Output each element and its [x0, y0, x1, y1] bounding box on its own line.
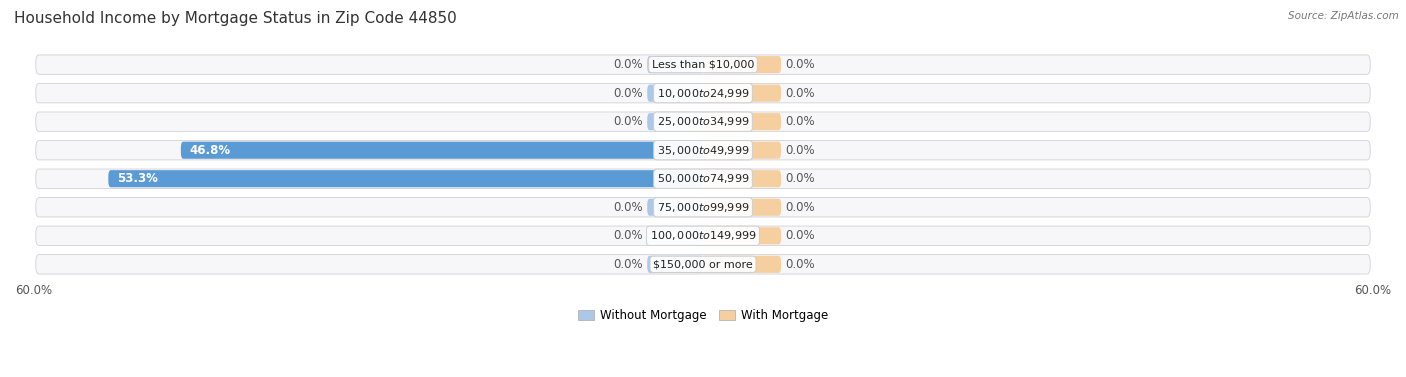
FancyBboxPatch shape	[647, 256, 703, 273]
Text: 0.0%: 0.0%	[786, 229, 815, 242]
FancyBboxPatch shape	[703, 56, 782, 73]
Text: 0.0%: 0.0%	[786, 144, 815, 157]
FancyBboxPatch shape	[35, 226, 1371, 245]
FancyBboxPatch shape	[108, 170, 703, 187]
Text: 0.0%: 0.0%	[613, 115, 643, 128]
Text: 0.0%: 0.0%	[786, 58, 815, 71]
FancyBboxPatch shape	[703, 170, 782, 187]
FancyBboxPatch shape	[35, 83, 1371, 103]
FancyBboxPatch shape	[35, 198, 1371, 217]
Text: 0.0%: 0.0%	[786, 115, 815, 128]
Text: $75,000 to $99,999: $75,000 to $99,999	[657, 201, 749, 214]
Text: $25,000 to $34,999: $25,000 to $34,999	[657, 115, 749, 128]
Text: 0.0%: 0.0%	[613, 201, 643, 214]
Text: $35,000 to $49,999: $35,000 to $49,999	[657, 144, 749, 157]
Text: 0.0%: 0.0%	[613, 229, 643, 242]
FancyBboxPatch shape	[703, 113, 782, 130]
FancyBboxPatch shape	[35, 55, 1371, 74]
Text: 0.0%: 0.0%	[613, 87, 643, 100]
Text: 0.0%: 0.0%	[613, 58, 643, 71]
Text: Less than $10,000: Less than $10,000	[652, 60, 754, 70]
FancyBboxPatch shape	[703, 227, 782, 244]
Text: 0.0%: 0.0%	[786, 258, 815, 271]
FancyBboxPatch shape	[35, 112, 1371, 131]
FancyBboxPatch shape	[703, 84, 782, 102]
Text: $150,000 or more: $150,000 or more	[654, 259, 752, 269]
FancyBboxPatch shape	[35, 141, 1371, 160]
Text: $100,000 to $149,999: $100,000 to $149,999	[650, 229, 756, 242]
Text: 53.3%: 53.3%	[117, 172, 157, 185]
FancyBboxPatch shape	[647, 113, 703, 130]
Text: $50,000 to $74,999: $50,000 to $74,999	[657, 172, 749, 185]
FancyBboxPatch shape	[647, 199, 703, 216]
FancyBboxPatch shape	[181, 142, 703, 159]
Text: 0.0%: 0.0%	[613, 258, 643, 271]
Legend: Without Mortgage, With Mortgage: Without Mortgage, With Mortgage	[574, 304, 832, 326]
Text: 0.0%: 0.0%	[786, 87, 815, 100]
Text: 0.0%: 0.0%	[786, 172, 815, 185]
Text: Household Income by Mortgage Status in Zip Code 44850: Household Income by Mortgage Status in Z…	[14, 11, 457, 26]
Text: 0.0%: 0.0%	[786, 201, 815, 214]
Text: 46.8%: 46.8%	[190, 144, 231, 157]
FancyBboxPatch shape	[647, 227, 703, 244]
FancyBboxPatch shape	[703, 256, 782, 273]
Text: Source: ZipAtlas.com: Source: ZipAtlas.com	[1288, 11, 1399, 21]
FancyBboxPatch shape	[35, 254, 1371, 274]
FancyBboxPatch shape	[35, 169, 1371, 188]
FancyBboxPatch shape	[703, 199, 782, 216]
FancyBboxPatch shape	[703, 142, 782, 159]
FancyBboxPatch shape	[647, 56, 703, 73]
Text: $10,000 to $24,999: $10,000 to $24,999	[657, 87, 749, 100]
FancyBboxPatch shape	[647, 84, 703, 102]
